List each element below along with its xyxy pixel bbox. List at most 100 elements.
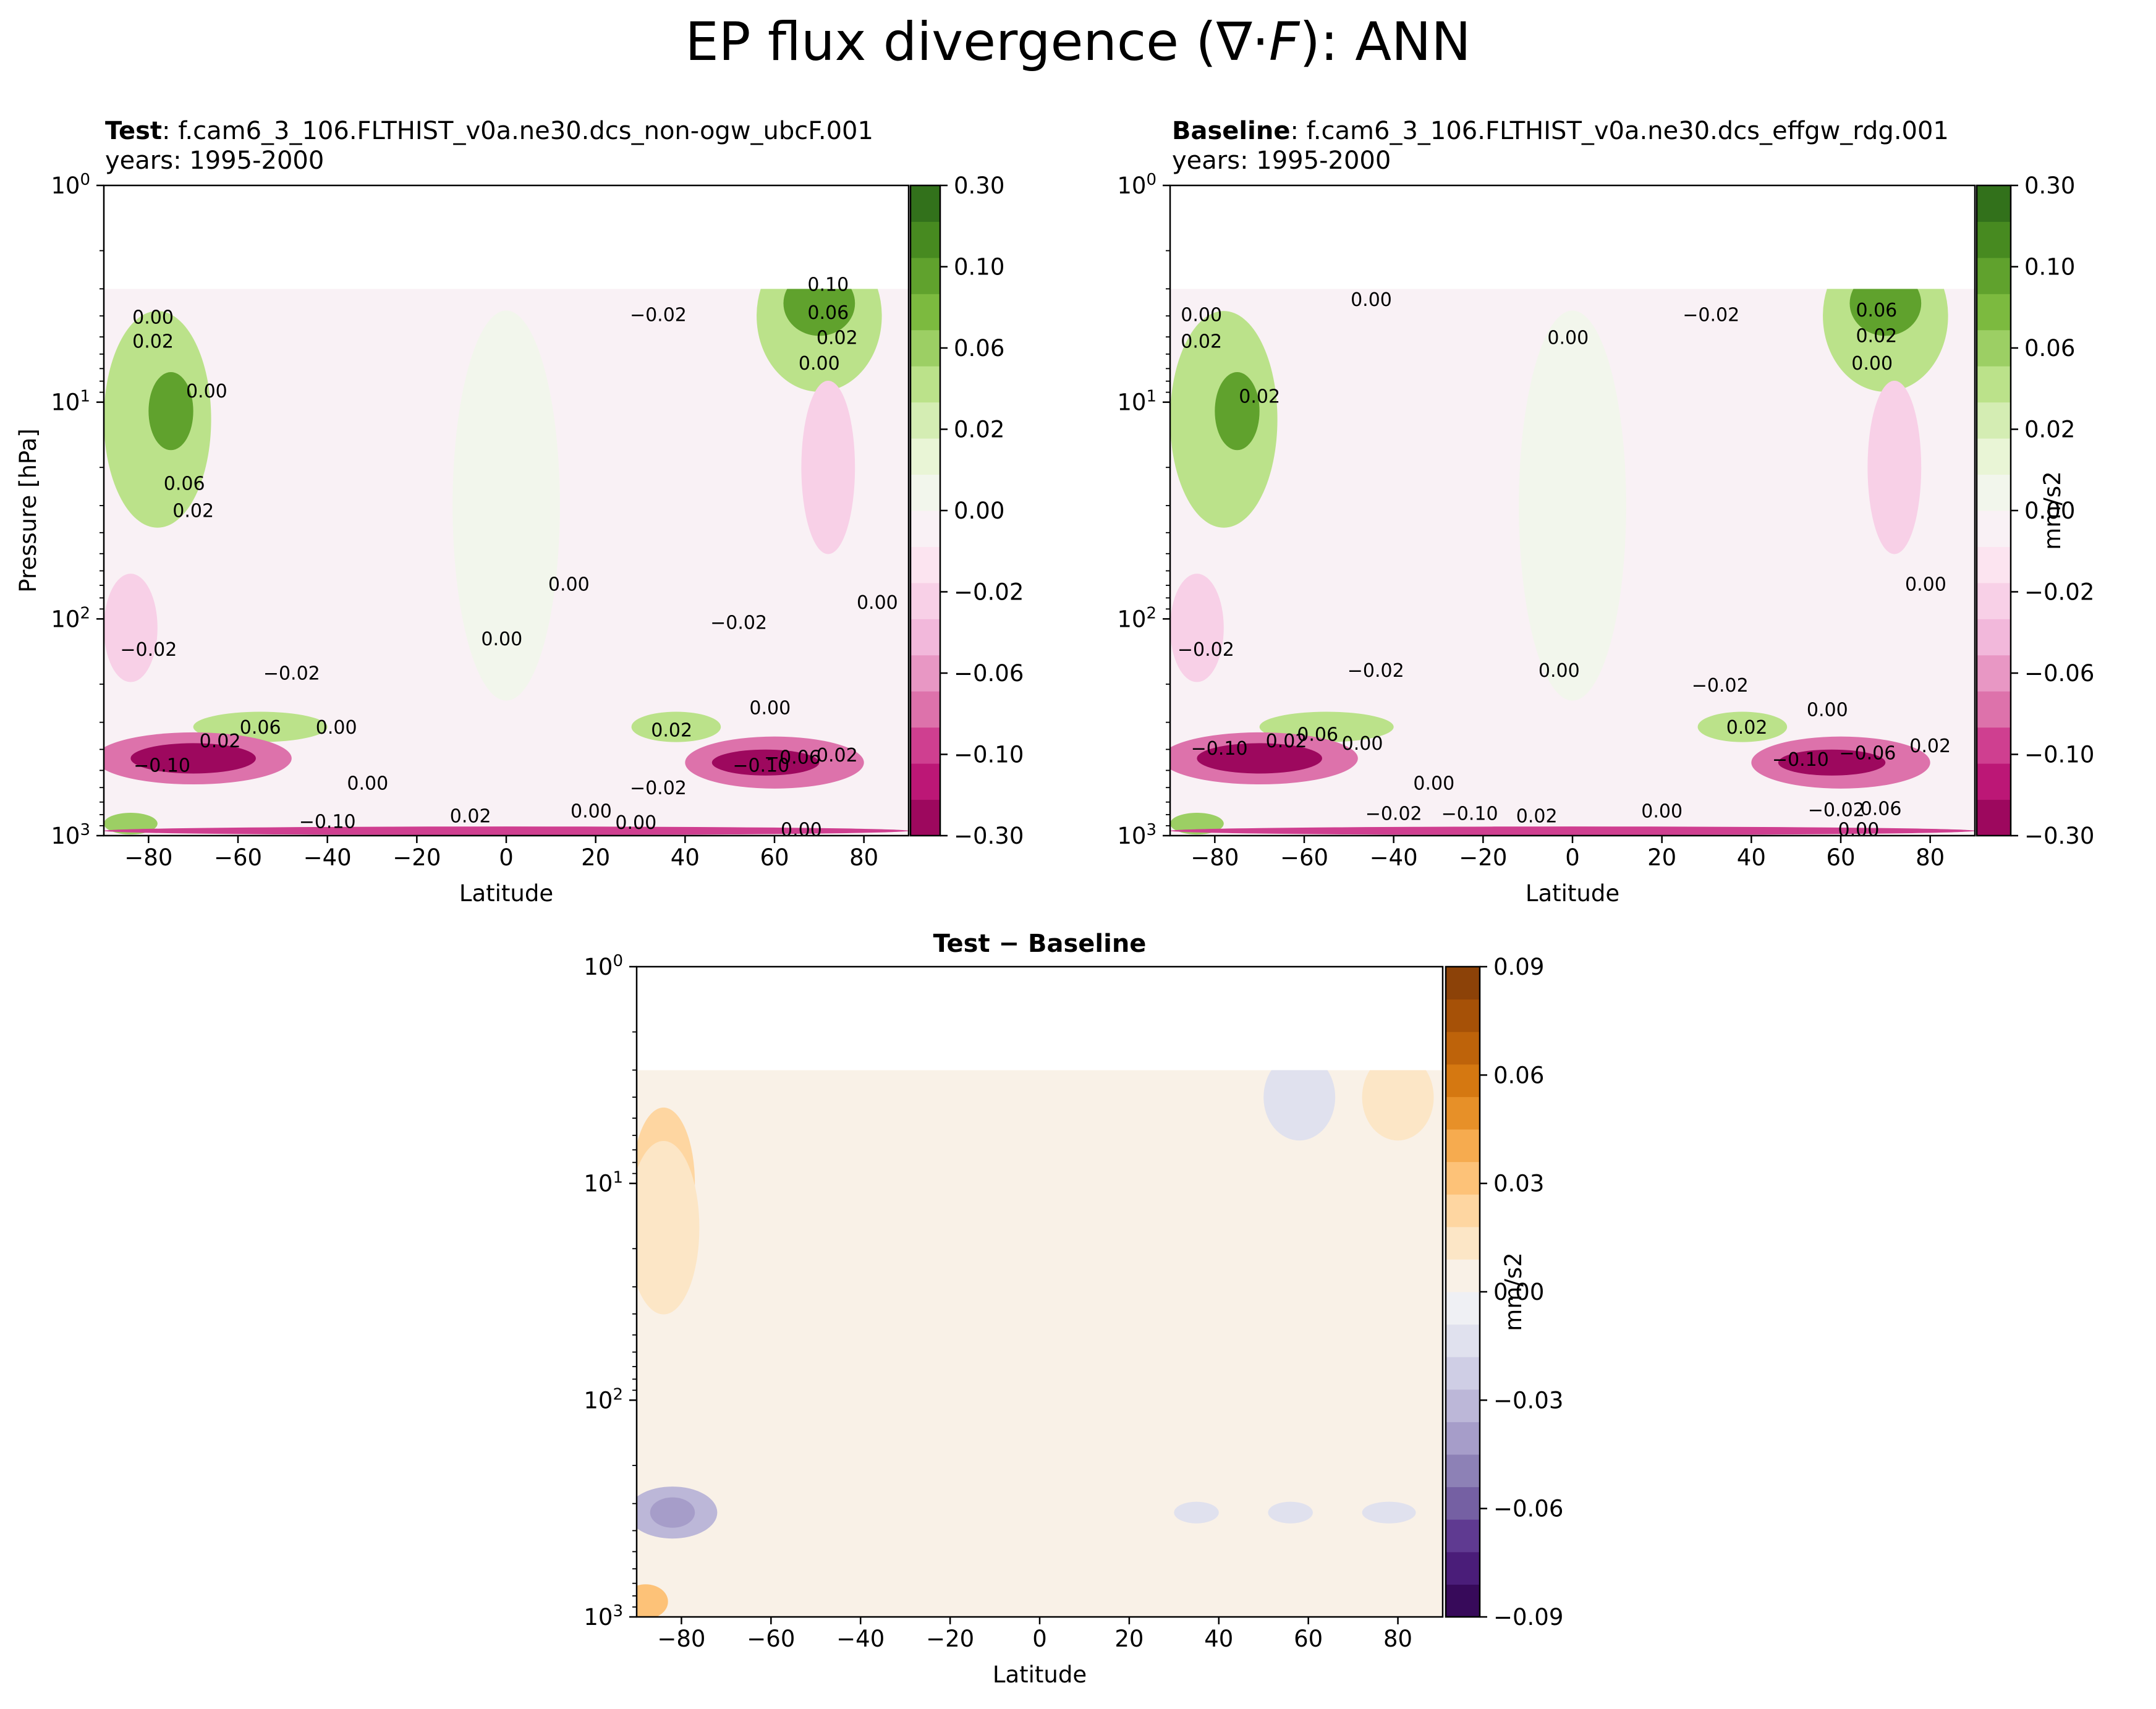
baseline-contour-label: −0.02 (1365, 804, 1422, 825)
baseline-y-tick-label: 101 (1117, 388, 1157, 416)
difference-y-tick-label: 101 (584, 1169, 623, 1197)
difference-panel-title: Test − Baseline (933, 930, 1147, 958)
test-filled-contours (104, 289, 909, 836)
baseline-contour-label: 0.00 (1807, 699, 1848, 721)
difference-colorbar-swatch (1446, 1032, 1480, 1065)
difference-filled-contours (637, 1070, 1443, 1617)
test-contour-label: 0.02 (450, 805, 491, 827)
test-x-tick-label: 40 (671, 844, 700, 871)
test-contour-region (801, 380, 855, 554)
test-colorbar-swatch (910, 294, 940, 331)
baseline-colorbar-tick-label: 0.02 (2024, 417, 2075, 443)
difference-colorbar-swatch (1446, 1486, 1480, 1520)
test-contour-region (104, 574, 158, 682)
test-contour-label: 0.00 (347, 773, 388, 795)
test-contour-label: 0.00 (749, 697, 791, 719)
test-contour-label: 0.02 (651, 720, 692, 742)
difference-x-axis-label: Latitude (993, 1661, 1087, 1688)
difference-x-tick-label: 20 (1114, 1626, 1144, 1652)
difference-x-tick-label: 40 (1204, 1626, 1233, 1652)
baseline-contour-label: 0.06 (1861, 799, 1902, 820)
difference-contour-region (1268, 1501, 1313, 1524)
difference-x-tick-label: 60 (1294, 1626, 1323, 1652)
difference-contour-region (637, 1584, 668, 1617)
test-colorbar-swatch (910, 691, 940, 728)
difference-colorbar-swatch (1446, 1422, 1480, 1455)
baseline-contour-label: 0.00 (1413, 773, 1454, 795)
difference-x-tick-label: −20 (926, 1626, 974, 1652)
test-contour-label: 0.00 (615, 812, 656, 834)
baseline-colorbar-swatch (1977, 221, 2011, 258)
baseline-colorbar-swatch (1977, 727, 2011, 764)
baseline-colorbar-swatch (1977, 691, 2011, 728)
test-colorbar-tick-label: 0.00 (954, 498, 1004, 524)
baseline-contour-label: −0.02 (1808, 800, 1865, 821)
baseline-contour-region (1697, 711, 1788, 742)
test-x-tick-label: 60 (760, 844, 789, 871)
test-colorbar-swatch (910, 582, 940, 619)
difference-x-tick-label: −80 (657, 1626, 705, 1652)
test-colorbar-swatch (910, 185, 940, 222)
test-panel-title: Test: f.cam6_3_106.FLTHIST_v0a.ne30.dcs_… (105, 117, 873, 145)
difference-x-tick-label: 80 (1383, 1626, 1412, 1652)
baseline-colorbar-swatch (1977, 294, 2011, 331)
baseline-contour-region (1215, 372, 1260, 451)
test-contour-label: 0.00 (316, 717, 357, 739)
difference-contour-region (1174, 1501, 1219, 1524)
baseline-colorbar-tick-label: −0.10 (2024, 742, 2094, 768)
baseline-x-tick-label: −40 (1370, 844, 1418, 871)
baseline-colorbar-swatch (1977, 366, 2011, 403)
baseline-contour-label: −0.10 (1441, 804, 1498, 825)
baseline-panel-title: Baseline: f.cam6_3_106.FLTHIST_v0a.ne30.… (1172, 117, 1949, 145)
baseline-contour-region (1867, 380, 1922, 554)
baseline-x-tick-label: 40 (1737, 844, 1766, 871)
test-x-tick-label: −20 (393, 844, 441, 871)
difference-no-data-region (637, 967, 1443, 1071)
baseline-colorbar-swatch (1977, 763, 2011, 800)
test-contour-region (104, 826, 909, 836)
difference-colorbar-label: mm/s2 (1500, 1252, 1527, 1331)
test-contour-label: −0.02 (263, 663, 320, 684)
difference-colorbar-swatch (1446, 1519, 1480, 1553)
test-contour-label: −0.10 (732, 755, 789, 777)
difference-contour-region (1362, 1070, 1434, 1141)
baseline-contour-label: 0.02 (1181, 331, 1222, 352)
baseline-colorbar-swatch (1977, 438, 2011, 475)
baseline-contour-region (1519, 310, 1626, 701)
difference-colorbar-tick-label: −0.06 (1493, 1496, 1563, 1522)
test-colorbar-tick-label: 0.10 (954, 254, 1004, 281)
difference-colorbar-tick-label: 0.06 (1493, 1062, 1544, 1088)
difference-colorbar-swatch (1446, 1096, 1480, 1130)
baseline-contour-region (1778, 749, 1886, 776)
difference-contour-region (1362, 1501, 1416, 1524)
test-y-tick-label: 103 (51, 821, 90, 849)
baseline-colorbar-label: mm/s2 (2039, 471, 2066, 549)
baseline-contour-label: 0.00 (1905, 574, 1946, 596)
difference-colorbar: 0.09 0.06 0.03 0.00 −0.03 −0.06 −0.09 mm/s2 (1445, 954, 1563, 1631)
baseline-contour-label: −0.02 (1348, 660, 1404, 682)
baseline-contour-label: 0.00 (1181, 305, 1222, 326)
difference-colorbar-swatch (1446, 1584, 1480, 1618)
baseline-axes: 0.000.000.020.020.00−0.02 0.060.020.000.0… (1117, 171, 2094, 907)
test-contour-label: 0.02 (817, 745, 858, 766)
baseline-x-tick-label: −20 (1459, 844, 1507, 871)
test-contour-label: 0.00 (132, 307, 174, 328)
baseline-colorbar-swatch (1977, 582, 2011, 619)
test-contour-label: 0.00 (781, 820, 822, 841)
difference-y-tick-label: 100 (584, 952, 623, 980)
test-contour-label: −0.02 (630, 305, 687, 326)
test-colorbar-swatch (910, 366, 940, 403)
baseline-colorbar-swatch (1977, 185, 2011, 222)
difference-contour-region (726, 1495, 906, 1530)
baseline-contour-label: −0.10 (1191, 738, 1248, 760)
baseline-no-data-region (1170, 185, 1975, 289)
test-contour-region (148, 372, 193, 451)
test-panel-subtitle: years: 1995-2000 (105, 146, 325, 175)
baseline-colorbar-tick-label: 0.30 (2024, 172, 2075, 199)
difference-colorbar-swatch (1446, 1389, 1480, 1422)
baseline-colorbar-swatch (1977, 511, 2011, 547)
baseline-x-tick-label: 20 (1647, 844, 1676, 871)
test-contour-label: 0.02 (172, 500, 214, 522)
